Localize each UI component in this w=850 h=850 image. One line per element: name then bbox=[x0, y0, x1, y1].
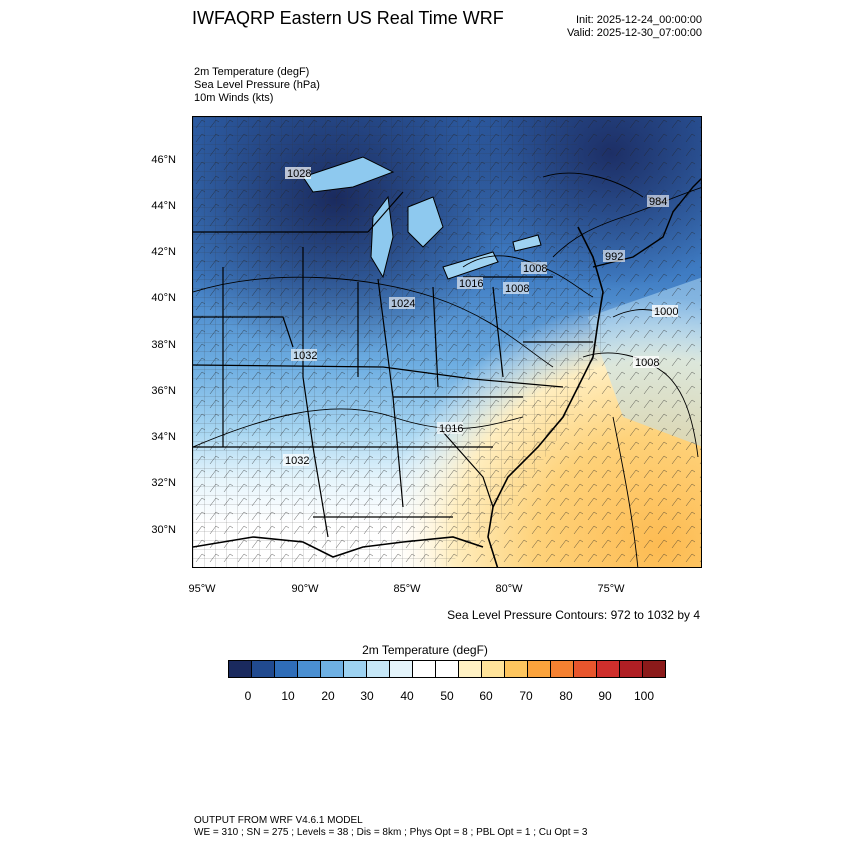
colorbar-swatch bbox=[574, 661, 597, 677]
model-info: OUTPUT FROM WRF V4.6.1 MODEL bbox=[194, 815, 363, 826]
colorbar-label: 60 bbox=[479, 689, 493, 703]
lon-tick: 80°W bbox=[495, 583, 523, 595]
lon-tick: 75°W bbox=[597, 583, 625, 595]
colorbar-label: 50 bbox=[440, 689, 454, 703]
chart-title: IWFAQRP Eastern US Real Time WRF bbox=[192, 8, 504, 28]
colorbar-label: 30 bbox=[360, 689, 374, 703]
colorbar-label: 10 bbox=[281, 689, 295, 703]
lat-tick: 42°N bbox=[151, 246, 176, 258]
lat-tick: 34°N bbox=[151, 431, 176, 443]
lat-tick: 44°N bbox=[151, 200, 176, 212]
colorbar-swatch bbox=[275, 661, 298, 677]
field-label-winds: 10m Winds (kts) bbox=[194, 92, 274, 104]
colorbar-title: 2m Temperature (degF) bbox=[362, 643, 488, 657]
lon-tick: 95°W bbox=[188, 583, 216, 595]
colorbar-label: 70 bbox=[519, 689, 533, 703]
colorbar-swatch bbox=[551, 661, 574, 677]
colorbar-swatch bbox=[344, 661, 367, 677]
contour-note: Sea Level Pressure Contours: 972 to 1032… bbox=[447, 608, 700, 622]
colorbar-swatch bbox=[643, 661, 665, 677]
lon-tick: 85°W bbox=[393, 583, 421, 595]
colorbar-label: 100 bbox=[633, 689, 655, 703]
pressure-label: 992 bbox=[605, 251, 623, 263]
pressure-label: 1016 bbox=[459, 278, 483, 290]
pressure-label: 1016 bbox=[439, 423, 463, 435]
field-label-temperature: 2m Temperature (degF) bbox=[194, 66, 310, 78]
pressure-label: 1028 bbox=[287, 168, 311, 180]
colorbar-label: 80 bbox=[559, 689, 573, 703]
colorbar-swatch bbox=[436, 661, 459, 677]
colorbar bbox=[228, 660, 666, 678]
lat-tick: 38°N bbox=[151, 339, 176, 351]
colorbar-swatch bbox=[620, 661, 643, 677]
colorbar-swatch bbox=[505, 661, 528, 677]
colorbar-swatch bbox=[459, 661, 482, 677]
map-canvas: 1028 1024 1032 1032 1016 1008 1016 1008 … bbox=[193, 117, 701, 567]
pressure-label: 984 bbox=[649, 196, 667, 208]
colorbar-label: 0 bbox=[244, 689, 252, 703]
pressure-label: 1008 bbox=[505, 283, 529, 295]
colorbar-swatch bbox=[413, 661, 436, 677]
colorbar-swatch bbox=[321, 661, 344, 677]
pressure-label: 1000 bbox=[654, 306, 678, 318]
pressure-label: 1024 bbox=[391, 298, 415, 310]
colorbar-swatch bbox=[252, 661, 275, 677]
colorbar-label: 90 bbox=[598, 689, 612, 703]
colorbar-swatch bbox=[390, 661, 413, 677]
colorbar-swatch bbox=[597, 661, 620, 677]
weather-map: 1028 1024 1032 1032 1016 1008 1016 1008 … bbox=[192, 116, 702, 568]
colorbar-label: 20 bbox=[321, 689, 335, 703]
pressure-label: 1032 bbox=[293, 350, 317, 362]
lat-tick: 36°N bbox=[151, 385, 176, 397]
pressure-label: 1032 bbox=[285, 455, 309, 467]
pressure-label: 1008 bbox=[635, 357, 659, 369]
lat-tick: 40°N bbox=[151, 292, 176, 304]
lon-tick: 90°W bbox=[291, 583, 319, 595]
init-time: Init: 2025-12-24_00:00:00 bbox=[576, 14, 702, 26]
colorbar-swatch bbox=[367, 661, 390, 677]
lat-tick: 32°N bbox=[151, 477, 176, 489]
lat-tick: 30°N bbox=[151, 524, 176, 536]
field-label-pressure: Sea Level Pressure (hPa) bbox=[194, 79, 320, 91]
colorbar-swatch bbox=[482, 661, 505, 677]
colorbar-swatch bbox=[528, 661, 551, 677]
pressure-label: 1008 bbox=[523, 263, 547, 275]
colorbar-swatch bbox=[298, 661, 321, 677]
lat-tick: 46°N bbox=[151, 154, 176, 166]
colorbar-swatch bbox=[229, 661, 252, 677]
colorbar-label: 40 bbox=[400, 689, 414, 703]
valid-time: Valid: 2025-12-30_07:00:00 bbox=[567, 27, 702, 39]
model-config: WE = 310 ; SN = 275 ; Levels = 38 ; Dis … bbox=[194, 827, 588, 838]
